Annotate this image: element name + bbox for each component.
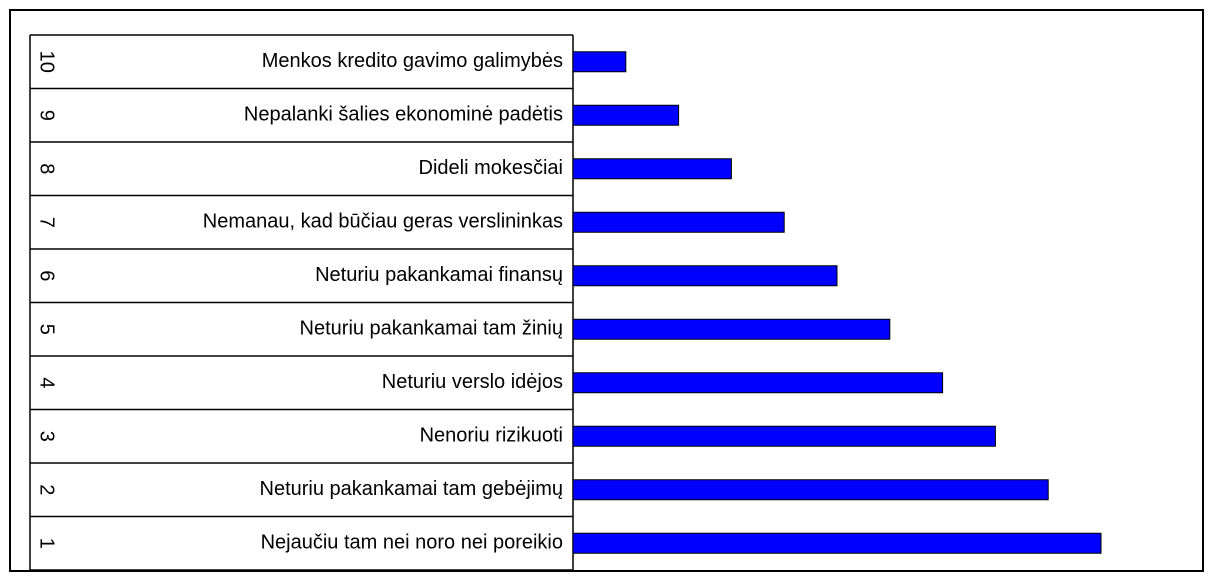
rank-label: 2 <box>36 484 58 495</box>
rank-label: 7 <box>36 217 58 228</box>
bar <box>572 211 785 233</box>
category-label: Menkos kredito gavimo galimybės <box>262 50 563 72</box>
category-label: Nepalanki šalies ekonominė padėtis <box>244 104 563 126</box>
rank-label: 6 <box>36 270 58 281</box>
bar <box>572 51 627 73</box>
rank-label: 3 <box>36 431 58 442</box>
category-label: Neturiu pakankamai tam gebėjimų <box>260 478 564 500</box>
rank-label: 1 <box>36 538 58 549</box>
category-label: Neturiu pakankamai finansų <box>315 264 563 286</box>
rank-label: 8 <box>36 163 58 174</box>
category-label: Neturiu verslo idėjos <box>382 371 563 393</box>
rank-label: 9 <box>36 110 58 121</box>
bar <box>572 104 680 126</box>
frame <box>9 9 1204 572</box>
bar <box>572 372 944 394</box>
rank-label: 4 <box>36 377 58 388</box>
category-label: Neturiu pakankamai tam žinių <box>300 318 563 340</box>
category-label: Nemanau, kad būčiau geras verslininkas <box>203 211 563 233</box>
bar <box>572 158 732 180</box>
category-label: Dideli mokesčiai <box>419 157 564 179</box>
rank-label: 5 <box>36 324 58 335</box>
bar <box>572 265 838 287</box>
category-label: Nejaučiu tam nei noro nei poreikio <box>261 532 563 554</box>
category-label: Nenoriu rizikuoti <box>420 425 563 447</box>
bar <box>572 532 1102 554</box>
bar <box>572 479 1049 501</box>
rank-label: 10 <box>36 51 58 73</box>
bar <box>572 425 996 447</box>
bar <box>572 318 891 340</box>
